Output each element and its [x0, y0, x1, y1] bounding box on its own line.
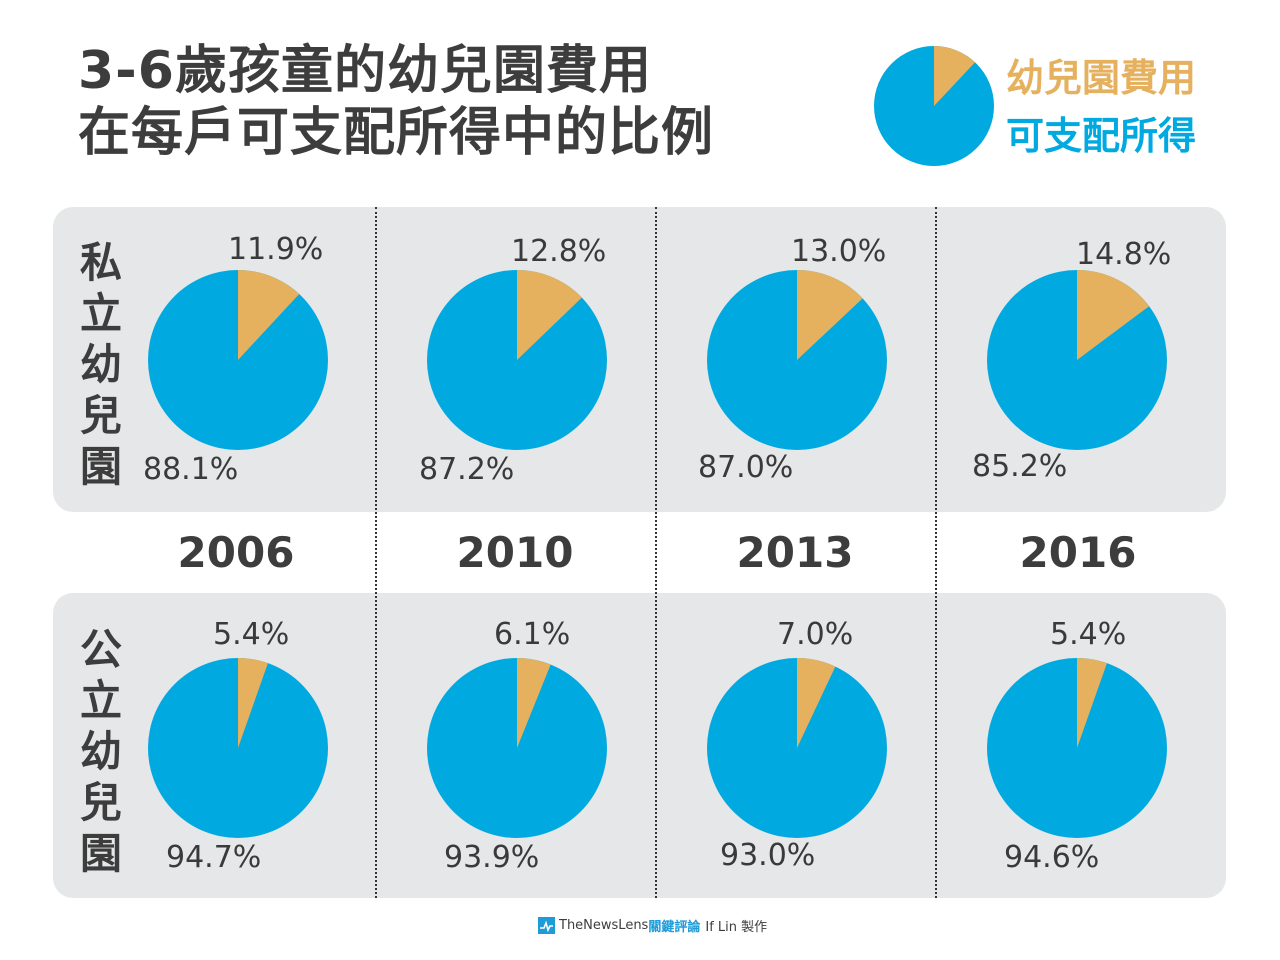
legend-pie-icon [874, 46, 994, 166]
legend-fee-label: 幼兒園費用 [1006, 56, 1197, 100]
fee-percent-label: 6.1% [494, 617, 571, 652]
year-label: 2010 [456, 528, 574, 577]
chart-title: 3-6歲孩童的幼兒園費用 在每戶可支配所得中的比例 [78, 40, 714, 164]
fee-percent-label: 11.9% [228, 232, 324, 267]
footer-credit: TheNewsLens 關鍵評論 If Lin 製作 [538, 916, 768, 935]
column-divider [935, 207, 937, 898]
fee-percent-label: 7.0% [777, 617, 854, 652]
fee-percent-label: 12.8% [511, 234, 607, 269]
row-label-public: 公 立 幼 兒 園 [78, 624, 124, 879]
row-label-char: 幼 [79, 340, 122, 389]
pie-slice-fee [1077, 658, 1107, 748]
fee-percent-label: 5.4% [1050, 617, 1127, 652]
row-label-char: 私 [79, 238, 122, 287]
income-percent-label: 93.9% [444, 840, 540, 875]
row-label-char: 園 [79, 442, 122, 491]
footer-brand-cn: 關鍵評論 [648, 919, 701, 935]
pie-slice-fee [1077, 270, 1150, 360]
legend-fee-slice [934, 46, 976, 106]
pie-slice-fee [797, 658, 836, 748]
income-percent-label: 94.7% [166, 840, 262, 875]
legend-income-label: 可支配所得 [1006, 114, 1197, 158]
newslens-logo-icon [538, 916, 555, 934]
pie-slice-fee [517, 270, 582, 360]
income-percent-label: 93.0% [720, 838, 816, 873]
year-label: 2006 [177, 528, 295, 577]
row-label-char: 立 [79, 289, 122, 338]
row-label-char: 幼 [79, 727, 122, 776]
row-label-char: 兒 [79, 778, 122, 827]
pie-chart [427, 270, 607, 450]
row-label-char: 園 [79, 829, 122, 878]
year-label: 2013 [736, 528, 854, 577]
pie-chart [707, 270, 887, 450]
income-percent-label: 87.0% [698, 450, 794, 485]
row-label-private: 私 立 幼 兒 園 [78, 237, 124, 492]
pie-chart [427, 658, 607, 838]
income-percent-label: 88.1% [143, 452, 239, 487]
pie-chart [148, 658, 328, 838]
income-percent-label: 94.6% [1004, 840, 1100, 875]
footer-brand-en: TheNewsLens [559, 917, 649, 933]
column-divider [655, 207, 657, 898]
column-divider [375, 207, 377, 898]
pie-chart [987, 658, 1167, 838]
pie-slice-fee [238, 658, 268, 748]
fee-percent-label: 5.4% [213, 617, 290, 652]
footer-credit-text: If Lin 製作 [705, 919, 768, 935]
pie-chart [707, 658, 887, 838]
fee-percent-label: 14.8% [1076, 237, 1172, 272]
pie-slice-fee [238, 270, 300, 360]
income-percent-label: 85.2% [972, 449, 1068, 484]
pie-chart [148, 270, 328, 450]
income-percent-label: 87.2% [419, 452, 515, 487]
row-label-char: 立 [79, 676, 122, 725]
chart-title-line-2: 在每戶可支配所得中的比例 [78, 103, 715, 163]
fee-percent-label: 13.0% [791, 234, 887, 269]
pie-slice-fee [797, 270, 863, 360]
row-label-char: 兒 [79, 391, 122, 440]
year-label: 2016 [1019, 528, 1137, 577]
pie-slice-fee [517, 658, 551, 748]
pie-chart [987, 270, 1167, 450]
row-label-char: 公 [79, 625, 122, 674]
chart-title-line-1: 3-6歲孩童的幼兒園費用 [78, 41, 652, 101]
